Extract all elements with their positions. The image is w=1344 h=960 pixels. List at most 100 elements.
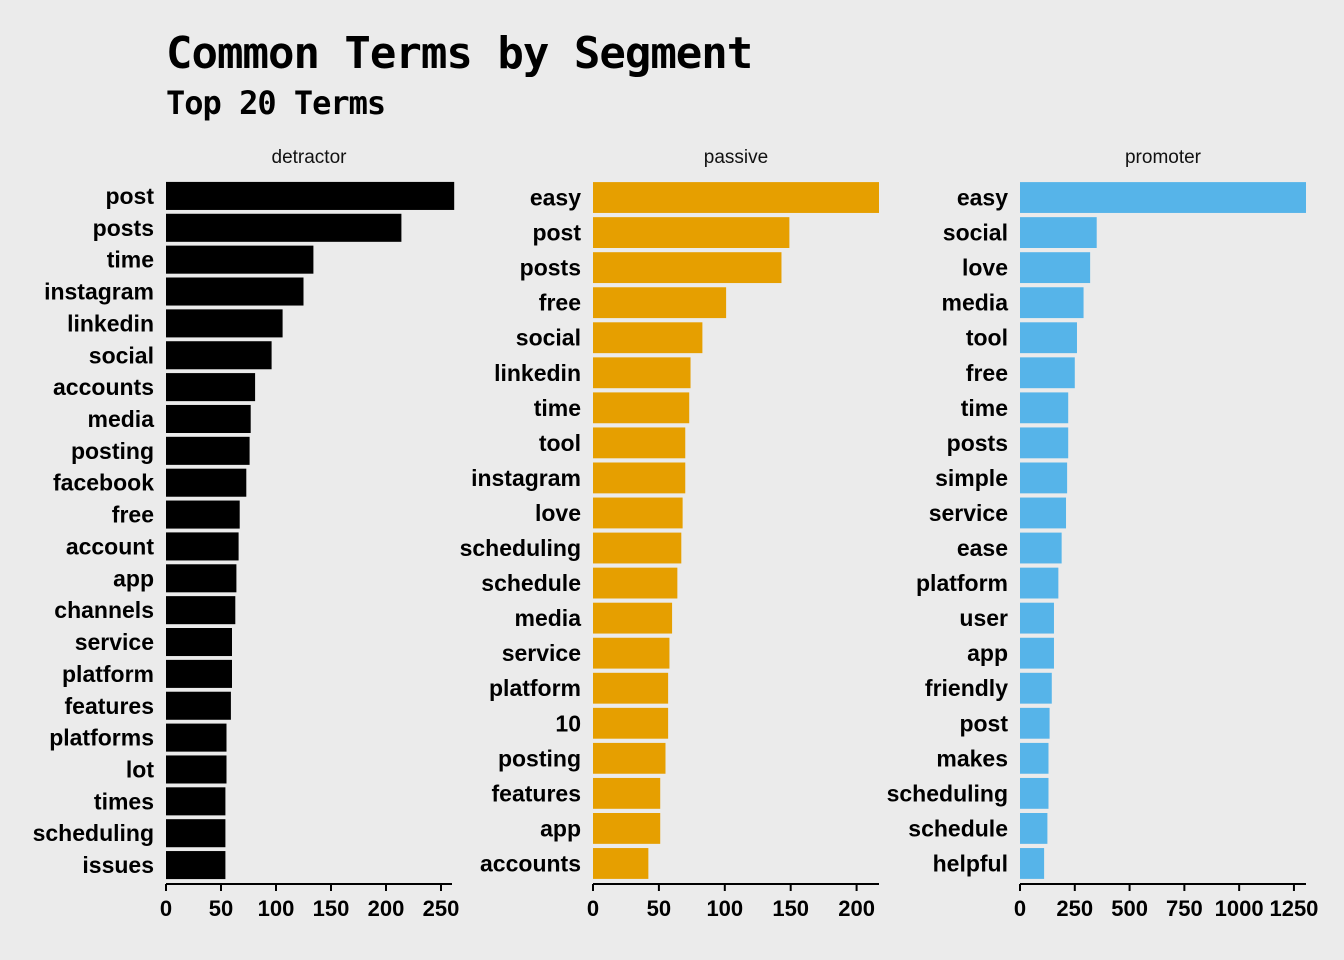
bar: [593, 217, 790, 248]
panel-strip-label: promoter: [1125, 147, 1202, 168]
panel-strip-label: detractor: [272, 147, 348, 168]
bar: [166, 787, 226, 816]
bar: [593, 497, 683, 529]
term-label: free: [112, 502, 154, 528]
bar: [166, 436, 250, 465]
bar: [166, 309, 283, 338]
bar: [1020, 322, 1077, 354]
x-tick-label: 100: [706, 896, 743, 921]
term-label: service: [75, 629, 154, 655]
bar: [166, 404, 251, 433]
bar: [593, 182, 879, 213]
chart-title: Common Terms by Segment: [166, 28, 753, 79]
bar: [166, 532, 239, 561]
bar: [593, 813, 661, 844]
term-label: schedule: [481, 570, 581, 596]
bar: [593, 848, 649, 879]
term-label: post: [959, 710, 1008, 736]
term-label: tool: [966, 325, 1008, 351]
term-label: helpful: [933, 850, 1008, 876]
bar: [166, 851, 226, 880]
term-label: channels: [54, 597, 154, 623]
term-label: social: [943, 220, 1008, 246]
bar: [593, 287, 727, 319]
term-label: facebook: [53, 470, 154, 496]
chart-subtitle: Top 20 Terms: [166, 84, 386, 122]
bar: [166, 659, 232, 688]
term-label: post: [105, 183, 154, 209]
x-tick-label: 500: [1111, 896, 1148, 921]
term-label: times: [94, 788, 154, 814]
term-label: features: [65, 693, 154, 719]
term-label: accounts: [53, 374, 154, 400]
term-label: schedule: [908, 815, 1008, 841]
term-label: media: [942, 290, 1009, 316]
panel-passive: passive easy post posts free social linkedin ti…: [460, 147, 879, 921]
bar: [166, 245, 314, 274]
term-label: easy: [530, 185, 581, 211]
term-label: app: [540, 815, 581, 841]
bar: [1020, 532, 1062, 564]
bar: [166, 500, 240, 529]
term-label: scheduling: [33, 820, 154, 846]
bar: [1020, 602, 1054, 634]
panel-promoter: promoter easy social love media tool free time p…: [887, 147, 1319, 921]
bar: [593, 602, 673, 634]
bar: [166, 564, 237, 593]
x-tick-label: 250: [423, 896, 460, 921]
x-tick-label: 150: [313, 896, 350, 921]
bar: [593, 707, 669, 739]
x-tick-label: 50: [209, 896, 233, 921]
bar: [593, 462, 686, 494]
bar: [166, 181, 455, 210]
term-label: time: [534, 395, 581, 421]
bar: [1020, 637, 1054, 669]
bar: [593, 637, 670, 669]
bar: [593, 777, 661, 809]
term-label: linkedin: [67, 310, 154, 336]
bar: [1020, 813, 1048, 844]
bar: [1020, 707, 1050, 739]
bar: [1020, 252, 1091, 284]
term-label: service: [502, 640, 581, 666]
bar: [166, 723, 227, 752]
term-label: app: [113, 565, 154, 591]
term-label: features: [492, 780, 581, 806]
term-label: social: [516, 325, 581, 351]
term-label: scheduling: [887, 780, 1008, 806]
term-label: issues: [82, 852, 154, 878]
bar: [1020, 497, 1067, 529]
bar: [1020, 777, 1049, 809]
x-tick-label: 200: [368, 896, 405, 921]
term-label: simple: [935, 465, 1008, 491]
bar: [593, 672, 669, 704]
bar: [1020, 742, 1049, 774]
bar: [1020, 287, 1084, 319]
term-label: social: [89, 342, 154, 368]
bar: [593, 322, 703, 354]
bar: [166, 341, 272, 370]
bar: [1020, 462, 1068, 494]
x-tick-label: 1250: [1269, 896, 1318, 921]
term-label: posts: [520, 255, 581, 281]
term-label: love: [962, 255, 1008, 281]
bar: [593, 392, 690, 424]
bar: [166, 213, 402, 242]
term-label: tool: [539, 430, 581, 456]
term-label: platform: [916, 570, 1008, 596]
bar: [166, 691, 231, 720]
x-tick-label: 150: [772, 896, 809, 921]
term-label: posting: [71, 438, 154, 464]
term-label: platform: [489, 675, 581, 701]
bar: [1020, 182, 1306, 213]
bar: [166, 277, 304, 306]
x-tick-label: 0: [1014, 896, 1026, 921]
panel-detractor: detractor post posts time instagram linkedin s…: [33, 147, 460, 921]
x-tick-label: 0: [587, 896, 599, 921]
bar: [1020, 217, 1097, 248]
term-label: user: [959, 605, 1008, 631]
x-tick-label: 200: [838, 896, 875, 921]
bar: [1020, 392, 1069, 424]
term-label: time: [107, 247, 154, 273]
